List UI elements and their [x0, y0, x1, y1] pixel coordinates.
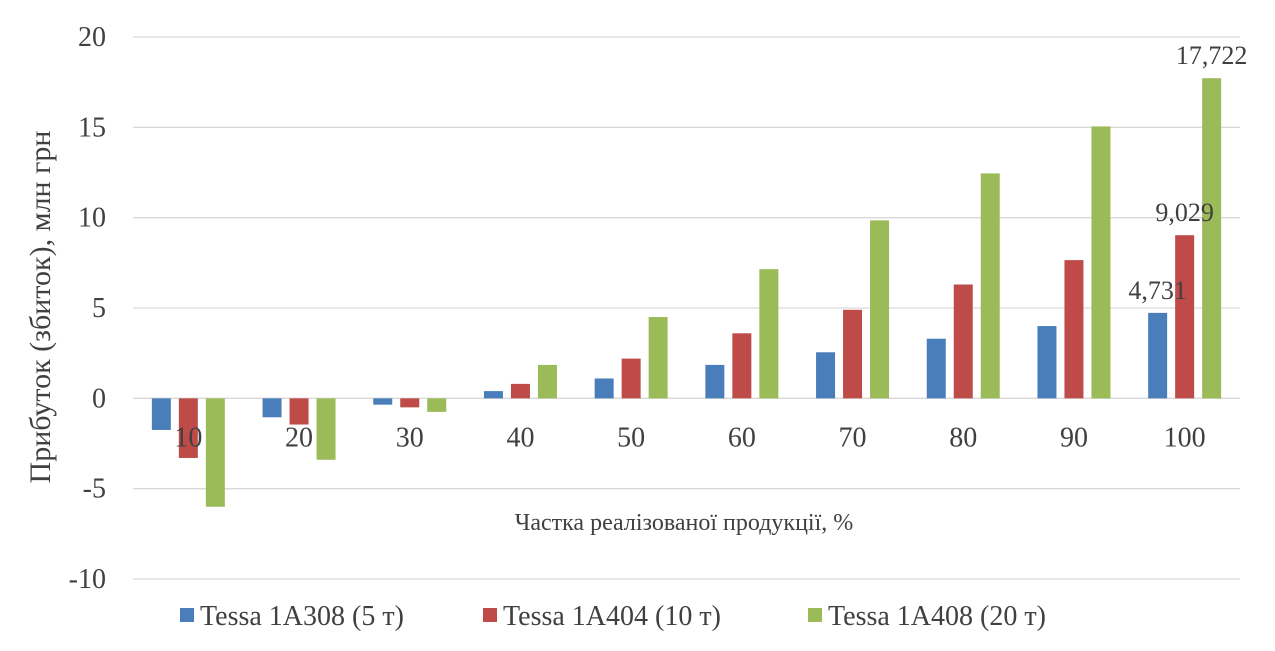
- bar: [537, 364, 557, 399]
- y-tick-label: 5: [92, 293, 106, 324]
- bar: [373, 398, 393, 405]
- bar: [1202, 78, 1222, 399]
- bar: [705, 364, 725, 399]
- y-tick-label: 10: [78, 203, 106, 234]
- category-label: 20: [285, 422, 313, 453]
- bar: [262, 398, 282, 418]
- category-label: 40: [506, 422, 534, 453]
- bar: [843, 309, 863, 399]
- bar: [483, 391, 503, 399]
- bar: [205, 398, 225, 507]
- legend-swatch: [483, 608, 497, 622]
- bar: [316, 398, 336, 460]
- y-tick-label: 15: [78, 112, 106, 143]
- bar: [1037, 326, 1057, 399]
- bar: [151, 398, 171, 430]
- category-label: 70: [839, 422, 867, 453]
- bar: [510, 383, 530, 399]
- data-label: 17,722: [1176, 41, 1248, 70]
- category-label: 10: [174, 422, 202, 453]
- bar: [1091, 126, 1111, 399]
- data-label: 4,731: [1128, 276, 1187, 305]
- category-label: 60: [728, 422, 756, 453]
- category-label: 80: [949, 422, 977, 453]
- bar: [400, 398, 420, 408]
- legend-swatch: [180, 608, 194, 622]
- data-label: 9,029: [1155, 198, 1214, 227]
- bar: [427, 398, 447, 412]
- bar: [1175, 235, 1195, 399]
- y-tick-label: -10: [69, 564, 106, 595]
- y-axis-tick-labels: 20 15 10 5 0 -5 -10: [69, 22, 106, 595]
- x-axis-title: Частка реалізованої продукції, %: [515, 510, 854, 536]
- bar: [816, 352, 836, 399]
- bar: [1064, 260, 1084, 399]
- bar: [732, 333, 752, 399]
- bar: [178, 398, 198, 458]
- bar: [926, 338, 946, 399]
- y-axis-title: Прибуток (збиток), млн грн: [24, 131, 57, 484]
- bars: [151, 78, 1222, 507]
- bar: [621, 358, 641, 399]
- category-label: 100: [1164, 422, 1206, 453]
- y-tick-label: -5: [83, 474, 106, 505]
- category-label: 50: [617, 422, 645, 453]
- bar: [648, 317, 668, 399]
- bar: [759, 269, 779, 399]
- bar: [980, 173, 1000, 399]
- category-label: 30: [396, 422, 424, 453]
- data-labels: 4,731 9,029 17,722: [1128, 41, 1247, 305]
- legend-label: Tessa 1A408 (20 т): [828, 601, 1046, 632]
- bar: [1148, 312, 1168, 399]
- legend-label: Tessa 1A404 (10 т): [503, 601, 721, 632]
- bar: [870, 220, 890, 399]
- y-tick-label: 20: [78, 22, 106, 53]
- bar: [594, 378, 614, 399]
- legend: Tessa 1A308 (5 т) Tessa 1A404 (10 т) Tessa…: [180, 601, 1046, 632]
- y-tick-label: 0: [92, 383, 106, 414]
- legend-label: Tessa 1A308 (5 т): [200, 601, 404, 632]
- category-labels: 10 20 30 40 50 60 70 80 90 100: [174, 422, 1205, 453]
- bar: [289, 398, 309, 425]
- category-label: 90: [1060, 422, 1088, 453]
- legend-swatch: [808, 608, 822, 622]
- bar: [953, 284, 973, 399]
